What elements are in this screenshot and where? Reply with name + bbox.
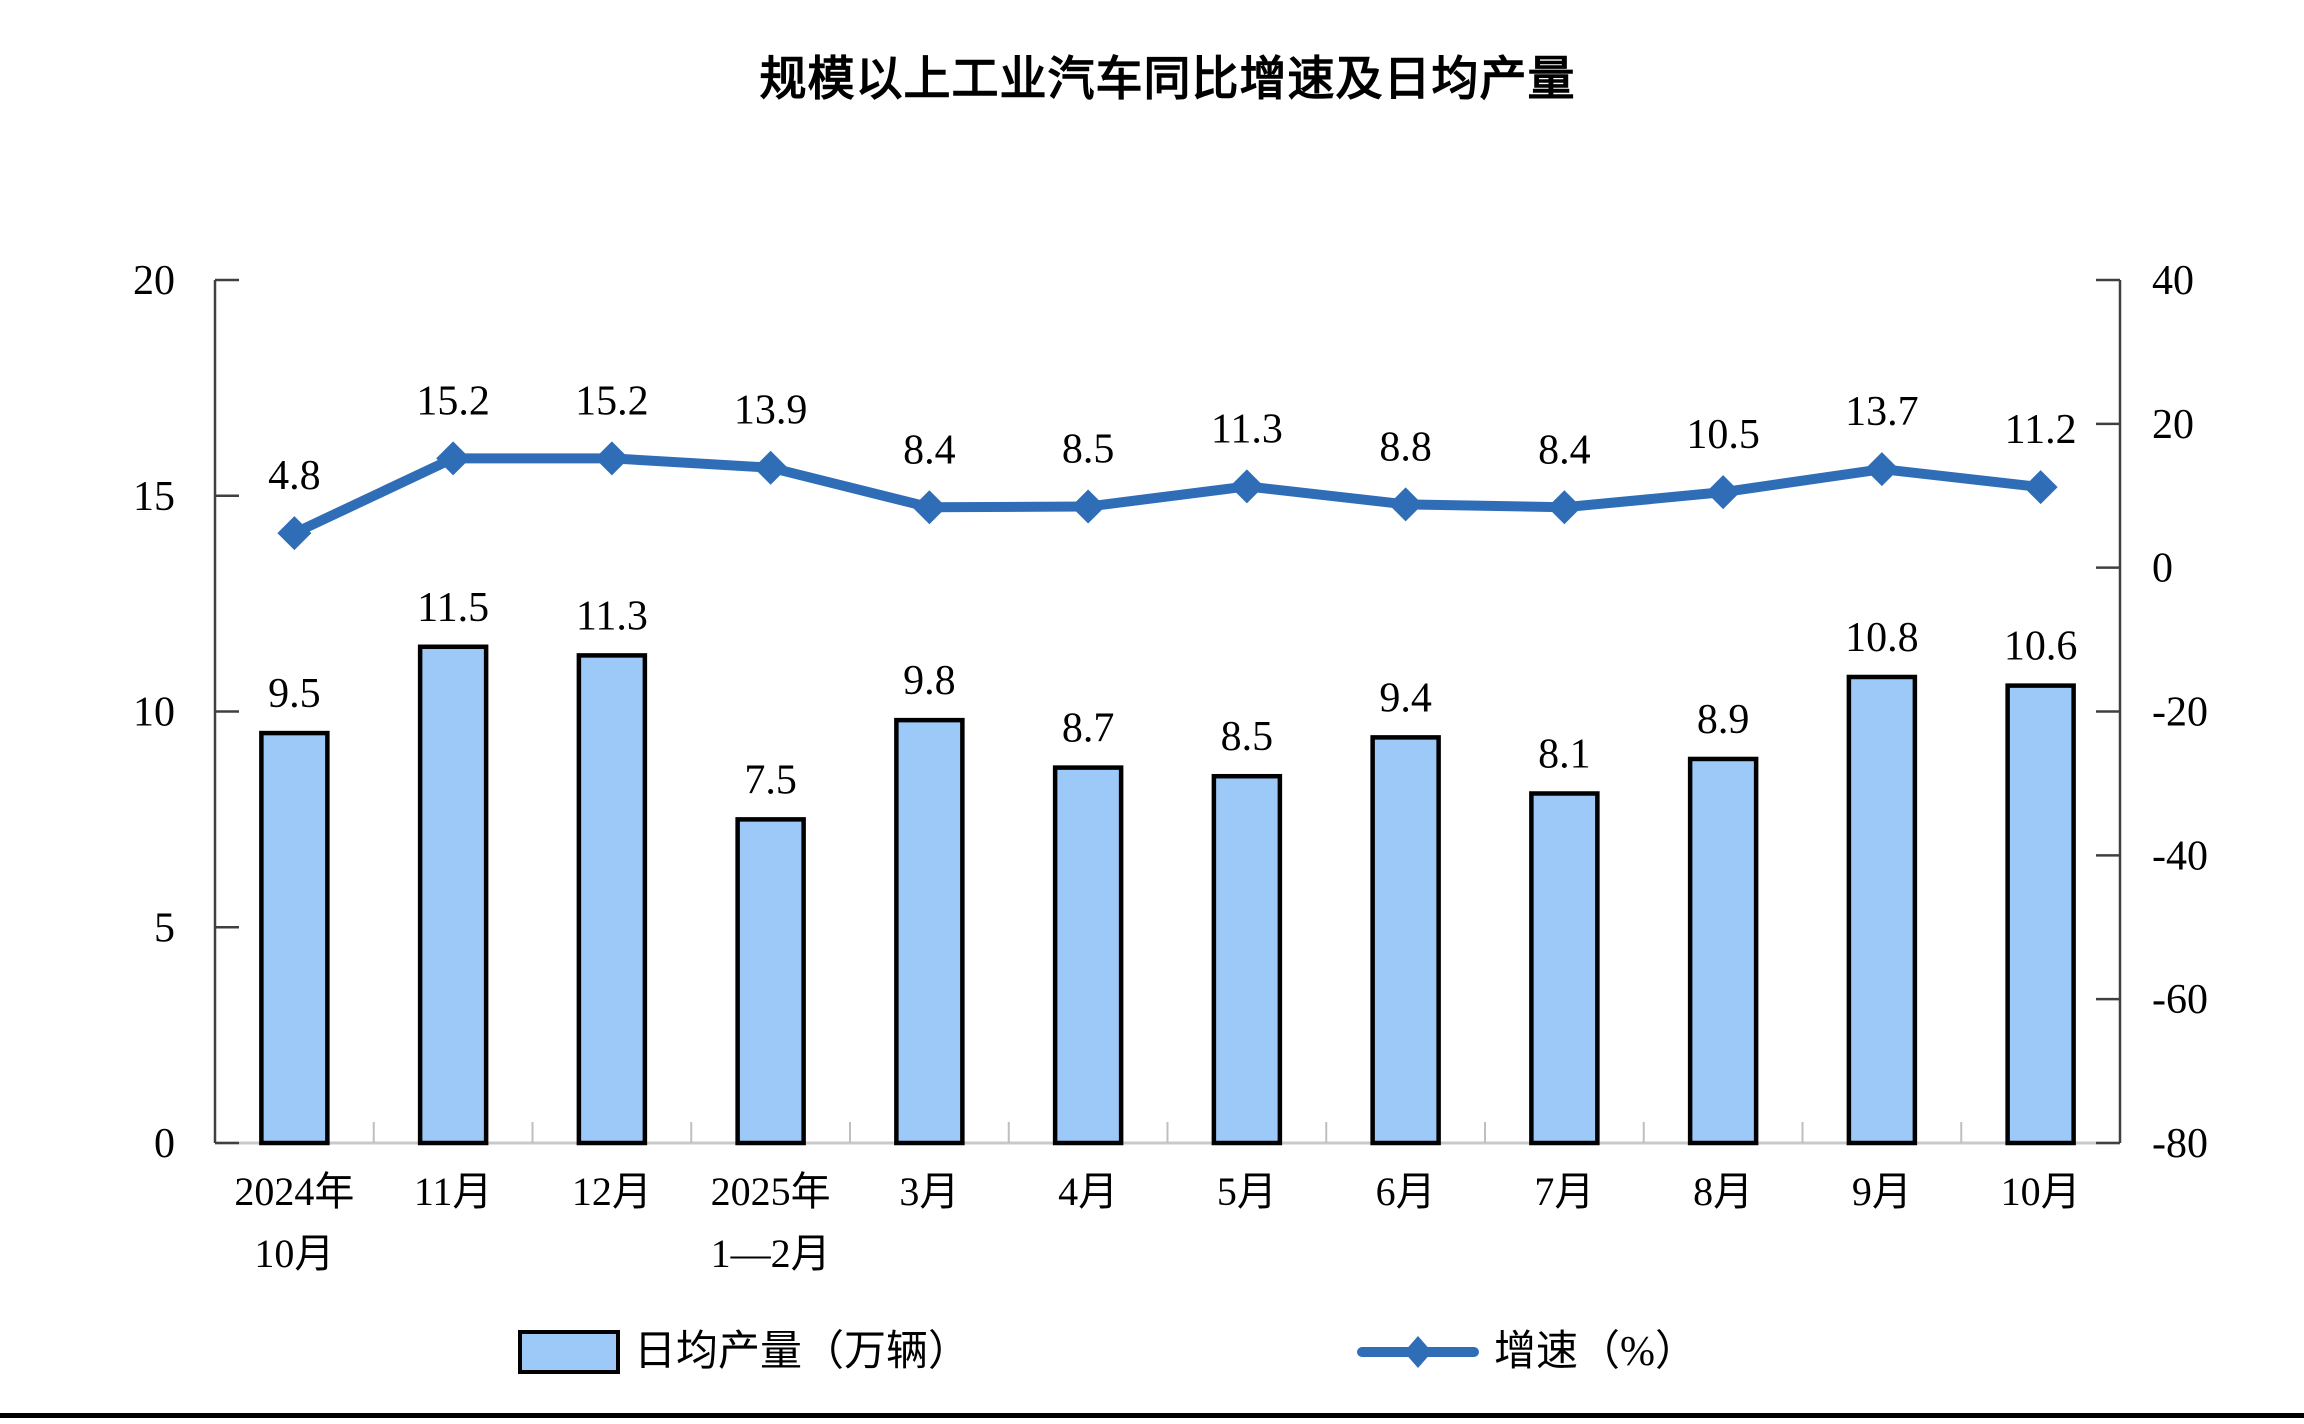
category-label: 4月 <box>1058 1169 1118 1214</box>
left-axis-tick-label: 0 <box>154 1121 175 1167</box>
line-marker-diamond <box>1547 490 1582 525</box>
line-marker-diamond <box>1071 489 1106 524</box>
line-value-label: 10.5 <box>1686 412 1760 458</box>
line-value-label: 8.4 <box>1538 427 1591 473</box>
category-label: 2024年 <box>234 1169 354 1214</box>
legend-label-daily-output: 日均产量（万辆） <box>634 1329 971 1375</box>
bar-value-label: 8.1 <box>1538 731 1591 777</box>
line-value-label: 11.3 <box>1211 406 1283 452</box>
category-label: 11月 <box>414 1169 493 1214</box>
bar <box>576 653 648 1146</box>
bar <box>2005 683 2076 1146</box>
right-axis-tick-label: -20 <box>2152 690 2208 736</box>
category-label: 2025年 <box>711 1169 831 1214</box>
right-axis-tick-label: 20 <box>2152 402 2194 448</box>
bar-value-label: 11.5 <box>417 585 489 631</box>
legend-label-growth-rate: 增速（%） <box>1494 1329 1697 1375</box>
category-label: 9月 <box>1852 1169 1912 1214</box>
left-axis-tick-label: 15 <box>133 474 175 520</box>
bar-value-label: 8.9 <box>1697 697 1750 743</box>
left-axis-tick-label: 20 <box>133 258 175 304</box>
bar <box>1052 765 1124 1146</box>
line-marker-diamond <box>753 450 788 485</box>
legend: 日均产量（万辆） 增速（%） <box>0 1322 2304 1382</box>
line-value-label: 8.5 <box>1062 427 1115 473</box>
bar <box>1846 674 1918 1146</box>
bottom-divider <box>0 1413 2304 1418</box>
line-marker-diamond <box>1706 475 1741 510</box>
line-marker-diamond <box>912 490 947 525</box>
bar-value-label: 9.8 <box>903 658 956 704</box>
right-axis-tick-label: 0 <box>2152 546 2173 592</box>
category-label: 10月 <box>2001 1169 2081 1214</box>
category-label: 1—2月 <box>711 1231 831 1276</box>
line-marker-diamond <box>436 441 471 476</box>
bar <box>417 644 489 1146</box>
bar-series-swatch <box>518 1330 620 1374</box>
bar-value-label: 7.5 <box>744 757 797 803</box>
chart-title: 规模以上工业汽车同比增速及日均产量 <box>759 54 1576 106</box>
growth-line <box>289 453 2046 539</box>
left-axis-tick-label: 10 <box>133 690 175 736</box>
category-label: 12月 <box>572 1169 652 1214</box>
legend-item-daily-output: 日均产量（万辆） <box>518 1322 970 1382</box>
legend-item-growth-rate: 增速（%） <box>1356 1322 1697 1382</box>
category-label: 8月 <box>1693 1169 1753 1214</box>
bar-value-label: 9.4 <box>1379 675 1432 721</box>
bar-value-label: 8.5 <box>1221 714 1274 760</box>
line-marker-diamond <box>2023 470 2058 505</box>
category-label: 7月 <box>1534 1169 1594 1214</box>
bar-value-label: 8.7 <box>1062 706 1115 752</box>
bar <box>894 717 965 1146</box>
legend-diamond-marker <box>1404 1336 1432 1368</box>
line-marker-diamond <box>594 441 629 476</box>
bar <box>1687 756 1759 1146</box>
bar <box>1529 791 1600 1146</box>
right-axis-tick-label: -60 <box>2152 977 2208 1023</box>
bar <box>259 730 330 1146</box>
category-label: 10月 <box>254 1231 334 1276</box>
line-value-label: 15.2 <box>575 378 649 424</box>
line-marker-diamond <box>1229 469 1264 504</box>
line-value-label: 4.8 <box>268 453 321 499</box>
bar-value-label: 9.5 <box>268 671 321 717</box>
bar-value-label: 11.3 <box>576 593 648 639</box>
category-label: 3月 <box>899 1169 959 1214</box>
bar-value-label: 10.8 <box>1845 615 1919 661</box>
line-value-label: 8.8 <box>1379 424 1432 470</box>
bar-value-label: 10.6 <box>2004 624 2078 670</box>
line-value-label: 11.2 <box>2005 407 2077 453</box>
line-marker-diamond <box>1864 452 1899 487</box>
right-axis-tick-label: 40 <box>2152 258 2194 304</box>
left-axis-tick-label: 5 <box>154 905 175 951</box>
category-label: 5月 <box>1217 1169 1277 1214</box>
line-value-label: 13.7 <box>1845 389 1919 435</box>
line-value-label: 8.4 <box>903 427 956 473</box>
line-marker-diamond <box>1388 487 1423 522</box>
category-label: 6月 <box>1376 1169 1436 1214</box>
line-series-swatch <box>1357 1336 1479 1368</box>
bar <box>1211 773 1283 1146</box>
right-axis-tick-label: -40 <box>2152 833 2208 879</box>
right-axis-tick-label: -80 <box>2152 1121 2208 1167</box>
bar <box>735 817 806 1146</box>
line-value-label: 15.2 <box>416 378 490 424</box>
line-value-label: 13.9 <box>734 388 808 434</box>
line-marker-diamond <box>277 516 312 551</box>
bar <box>1370 735 1441 1146</box>
